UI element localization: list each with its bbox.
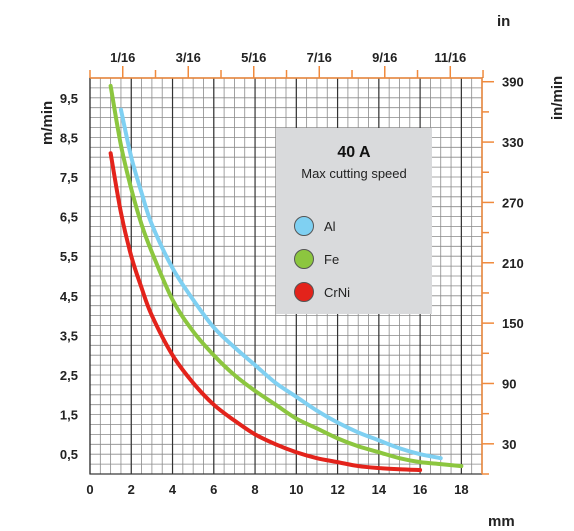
x-top-tick-label: 7/16 bbox=[307, 50, 332, 65]
legend-label-fe: Fe bbox=[324, 251, 340, 267]
legend-label-al: Al bbox=[324, 218, 336, 234]
y-tick-label: 0,5 bbox=[60, 447, 78, 462]
x-tick-label: 2 bbox=[128, 482, 135, 497]
y-tick-label: 5,5 bbox=[60, 249, 78, 264]
y-right-tick-label: 90 bbox=[502, 376, 516, 391]
legend: 40 A Max cutting speed Al Fe CrNi bbox=[276, 128, 432, 314]
x-top-unit-label: in bbox=[497, 13, 510, 30]
y-right-tick-label: 30 bbox=[502, 437, 516, 452]
x-top-tick-label: 1/16 bbox=[110, 50, 135, 65]
legend-item-al: Al bbox=[294, 215, 336, 237]
x-top-tick-label: 3/16 bbox=[176, 50, 201, 65]
x-tick-label: 12 bbox=[330, 482, 344, 497]
y-tick-label: 6,5 bbox=[60, 210, 78, 225]
y-right-tick-label: 390 bbox=[502, 75, 524, 90]
chart-subtitle: Max cutting speed bbox=[301, 166, 407, 181]
x-top-tick-label: 11/16 bbox=[434, 50, 466, 65]
x-top-tick-label: 5/16 bbox=[241, 50, 266, 65]
x-tick-label: 4 bbox=[169, 482, 177, 497]
series-line-fe bbox=[108, 83, 464, 469]
x-tick-label: 18 bbox=[454, 482, 468, 497]
y-tick-label: 1,5 bbox=[60, 408, 78, 423]
series-line-al bbox=[118, 107, 443, 461]
y-tick-label: 8,5 bbox=[60, 130, 78, 145]
x-tick-label: 6 bbox=[210, 482, 217, 497]
y-tick-label: 7,5 bbox=[60, 170, 78, 185]
y-tick-label: 3,5 bbox=[60, 328, 78, 343]
legend-label-crni: CrNi bbox=[324, 284, 350, 300]
series-line-crni bbox=[108, 151, 423, 473]
y-left-unit-label: m/min bbox=[39, 101, 56, 145]
chart-title: 40 A bbox=[337, 144, 371, 161]
legend-item-fe: Fe bbox=[294, 248, 339, 270]
legend-swatch-fe bbox=[294, 249, 314, 269]
x-tick-label: 10 bbox=[289, 482, 303, 497]
x-tick-label: 16 bbox=[413, 482, 427, 497]
legend-swatch-al bbox=[294, 216, 314, 236]
tick-labels: 0 2 4 6 8 10 12 14 16 18 1/16 3/16 5/16 7/16 9/16 11/16… bbox=[60, 50, 524, 497]
y-right-unit-label: in/min bbox=[549, 76, 566, 120]
y-right-tick-label: 150 bbox=[502, 316, 524, 331]
y-right-tick-label: 210 bbox=[502, 256, 524, 271]
y-right-tick-label: 270 bbox=[502, 195, 524, 210]
y-tick-label: 4,5 bbox=[60, 289, 78, 304]
x-tick-label: 8 bbox=[251, 482, 258, 497]
x-bottom-unit-label: mm bbox=[488, 513, 515, 530]
series-lines bbox=[108, 83, 464, 473]
y-tick-label: 9,5 bbox=[60, 91, 78, 106]
legend-item-crni: CrNi bbox=[294, 281, 350, 303]
y-right-tick-label: 330 bbox=[502, 135, 524, 150]
axes bbox=[89, 66, 494, 475]
y-tick-label: 2,5 bbox=[60, 368, 78, 383]
x-tick-label: 14 bbox=[372, 482, 387, 497]
legend-swatch-crni bbox=[294, 282, 314, 302]
x-top-tick-label: 9/16 bbox=[372, 50, 397, 65]
x-tick-label: 0 bbox=[86, 482, 93, 497]
